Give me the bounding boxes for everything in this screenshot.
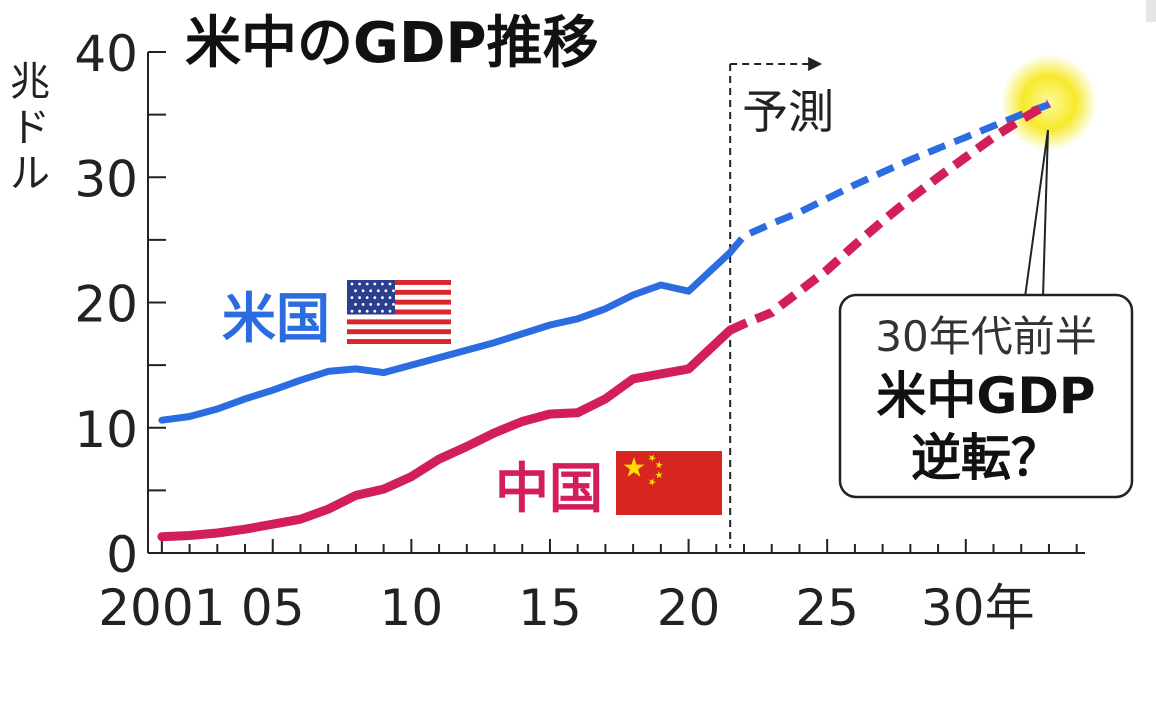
usa-flag-stripe — [347, 280, 451, 285]
usa-flag-star — [361, 289, 365, 293]
series-label-usa: 米国 — [222, 287, 330, 350]
china-flag-small-star — [648, 478, 656, 486]
usa-flag-star — [373, 282, 377, 286]
x-tick-label: 05 — [241, 579, 305, 637]
usa-flag-star — [381, 296, 384, 299]
usa-flag-canton — [347, 280, 395, 315]
usa-flag-star — [376, 303, 380, 306]
y-axis-label-char: ド — [10, 105, 50, 151]
china-flag — [616, 451, 722, 515]
usa-flag-star — [392, 289, 395, 293]
usa-flag-stripe — [347, 339, 451, 344]
forecast-arrow-head — [808, 57, 823, 71]
usa-flag-star — [354, 289, 357, 293]
usa-flag-star — [388, 282, 392, 286]
usa-flag-star — [388, 309, 392, 313]
usa-flag-star — [358, 296, 361, 299]
usa-flag-stripe — [347, 309, 451, 315]
y-axis-label-char: ル — [10, 151, 50, 197]
usa-flag-stripe — [347, 329, 451, 335]
usa-flag-star — [350, 282, 354, 286]
usa-flag-star — [358, 309, 361, 313]
x-tick-label: 30年 — [921, 579, 1035, 637]
usa-flag-star — [369, 303, 373, 306]
forecast-label: 予測 — [742, 85, 834, 139]
usa-flag-star — [373, 296, 377, 299]
series-line-usa-actual — [158, 248, 734, 424]
annotation-line-2: 米中GDP — [876, 367, 1095, 425]
usa-flag-star — [392, 303, 395, 306]
usa-flag-star — [365, 296, 369, 299]
callout-pointer-right — [1042, 129, 1049, 298]
usa-flag-star — [350, 296, 354, 299]
chart-title: 米中のGDP推移 — [185, 11, 599, 76]
usa-flag-star — [361, 303, 365, 306]
usa-flag-star — [376, 289, 380, 293]
usa-flag-star — [350, 309, 354, 313]
annotation-line-3: 逆転？ — [911, 429, 1061, 487]
annotation-box — [838, 293, 1134, 499]
usa-flag-star — [373, 309, 377, 313]
x-tick-label: 25 — [795, 579, 859, 637]
scroll-edge — [1146, 0, 1156, 22]
series-line-china-actual — [157, 325, 735, 542]
usa-flag-star — [381, 309, 384, 313]
y-tick-label: 0 — [106, 526, 138, 584]
series-line-china-forecast — [728, 99, 1052, 335]
usa-flag-star — [384, 303, 388, 306]
y-tick-label: 20 — [74, 276, 138, 334]
usa-flag-star — [365, 309, 369, 313]
x-tick-label: 2001 — [98, 579, 225, 637]
x-tick-label: 15 — [518, 579, 582, 637]
usa-flag — [347, 280, 451, 344]
usa-flag-stripe — [347, 319, 451, 325]
x-tick-label: 20 — [657, 579, 721, 637]
china-flag-small-star — [648, 454, 656, 462]
usa-flag-star — [369, 289, 373, 293]
china-flag-big-star — [623, 457, 645, 477]
usa-flag-stripe — [347, 289, 451, 295]
crossover-glow — [1000, 54, 1097, 151]
usa-flag-star — [388, 296, 392, 299]
usa-flag-star — [381, 282, 384, 286]
china-flag-small-star — [655, 461, 663, 469]
series-line-usa-forecast — [727, 101, 1051, 255]
y-tick-label: 40 — [74, 25, 138, 83]
y-axis-label-char: 兆 — [10, 59, 50, 105]
callout-pointer-left — [1024, 129, 1049, 298]
x-tick-label: 10 — [380, 579, 444, 637]
usa-flag-star — [354, 303, 357, 306]
series-label-china: 中国 — [495, 457, 603, 520]
usa-flag-star — [384, 289, 388, 293]
y-tick-label: 10 — [74, 401, 138, 459]
annotation-line-1: 30年代前半 — [875, 312, 1096, 361]
usa-flag-star — [365, 282, 369, 286]
china-flag-field — [616, 451, 722, 515]
china-flag-small-star — [655, 471, 663, 479]
y-tick-label: 30 — [74, 150, 138, 208]
usa-flag-stripe — [347, 299, 451, 305]
usa-flag-star — [358, 282, 361, 286]
